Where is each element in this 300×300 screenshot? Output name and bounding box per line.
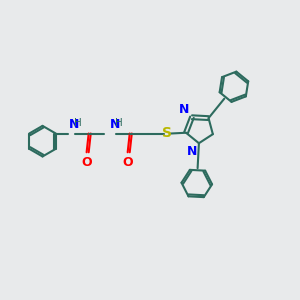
Text: H: H (115, 118, 122, 128)
Text: S: S (162, 126, 172, 140)
Text: N: N (110, 118, 120, 131)
Text: O: O (122, 156, 133, 169)
Text: O: O (81, 156, 92, 169)
Text: N: N (179, 103, 190, 116)
Text: N: N (187, 145, 197, 158)
Text: H: H (74, 118, 82, 128)
Text: N: N (69, 118, 79, 131)
